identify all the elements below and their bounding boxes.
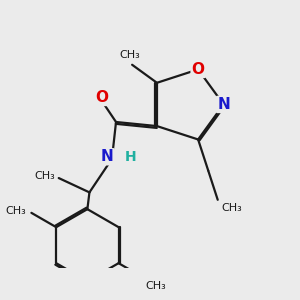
Text: CH₃: CH₃ — [35, 171, 56, 182]
Text: CH₃: CH₃ — [221, 203, 242, 213]
Text: N: N — [101, 149, 113, 164]
Text: CH₃: CH₃ — [120, 50, 140, 60]
Text: O: O — [95, 90, 108, 105]
Text: CH₃: CH₃ — [146, 281, 166, 291]
Text: CH₃: CH₃ — [6, 206, 26, 216]
Text: O: O — [192, 62, 205, 77]
Text: N: N — [217, 97, 230, 112]
Text: H: H — [125, 150, 137, 164]
